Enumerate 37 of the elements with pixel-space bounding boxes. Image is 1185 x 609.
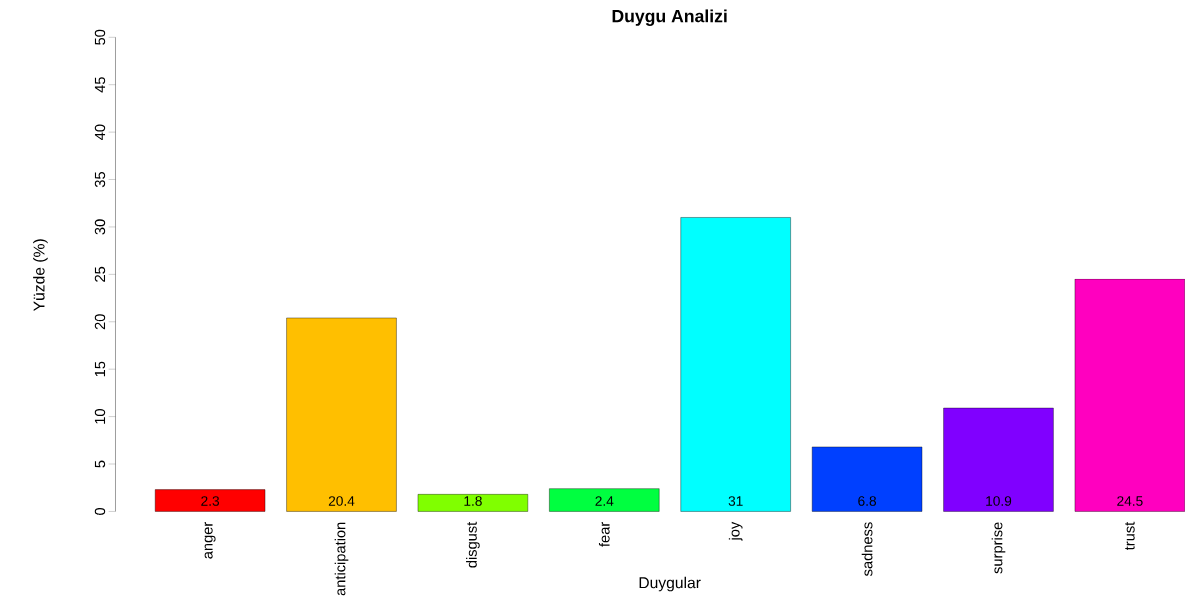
x-tick-label: sadness (861, 522, 873, 577)
y-tick-label: 50 (94, 29, 106, 46)
bar (417, 494, 529, 512)
x-tick-label: fear (598, 522, 610, 547)
data-label: 10.9 (986, 496, 1012, 507)
data-label: 6.8 (858, 496, 877, 507)
y-tick-label: 20 (94, 314, 106, 330)
bar (286, 317, 397, 512)
x-tick-label: trust (1125, 522, 1135, 551)
x-tick-label: anger (204, 522, 216, 559)
x-tick-label: joy (728, 521, 743, 542)
data-label: 31 (728, 496, 743, 507)
y-tick-label: 15 (94, 361, 106, 377)
x-axis-title: Duygular (639, 576, 701, 592)
bar (154, 489, 266, 512)
y-tick-label: 0 (94, 508, 106, 516)
data-label: 24.5 (1117, 496, 1143, 507)
data-label: 2.3 (201, 496, 220, 507)
y-tick-label: 40 (94, 124, 106, 141)
y-tick-label: 5 (94, 460, 106, 468)
x-tick-label: anticipation (334, 522, 349, 596)
bar (811, 446, 923, 512)
data-label: 2.4 (595, 496, 614, 506)
bar (549, 488, 660, 512)
bar (943, 408, 1054, 512)
bar (680, 217, 791, 512)
y-tick-label: 45 (94, 77, 106, 93)
y-axis-title: Yüzde (%) (33, 239, 48, 312)
y-tick-label: 30 (94, 219, 106, 235)
y-tick-label: 35 (94, 172, 106, 188)
data-label: 1.8 (464, 496, 482, 507)
chart-title: Duygu Analizi (612, 9, 727, 27)
y-tick-label: 10 (94, 409, 106, 424)
y-tick-label: 25 (94, 267, 106, 282)
x-tick-label: disgust (466, 522, 480, 568)
data-label: 20.4 (328, 496, 355, 507)
x-tick-label: surprise (991, 522, 1006, 574)
